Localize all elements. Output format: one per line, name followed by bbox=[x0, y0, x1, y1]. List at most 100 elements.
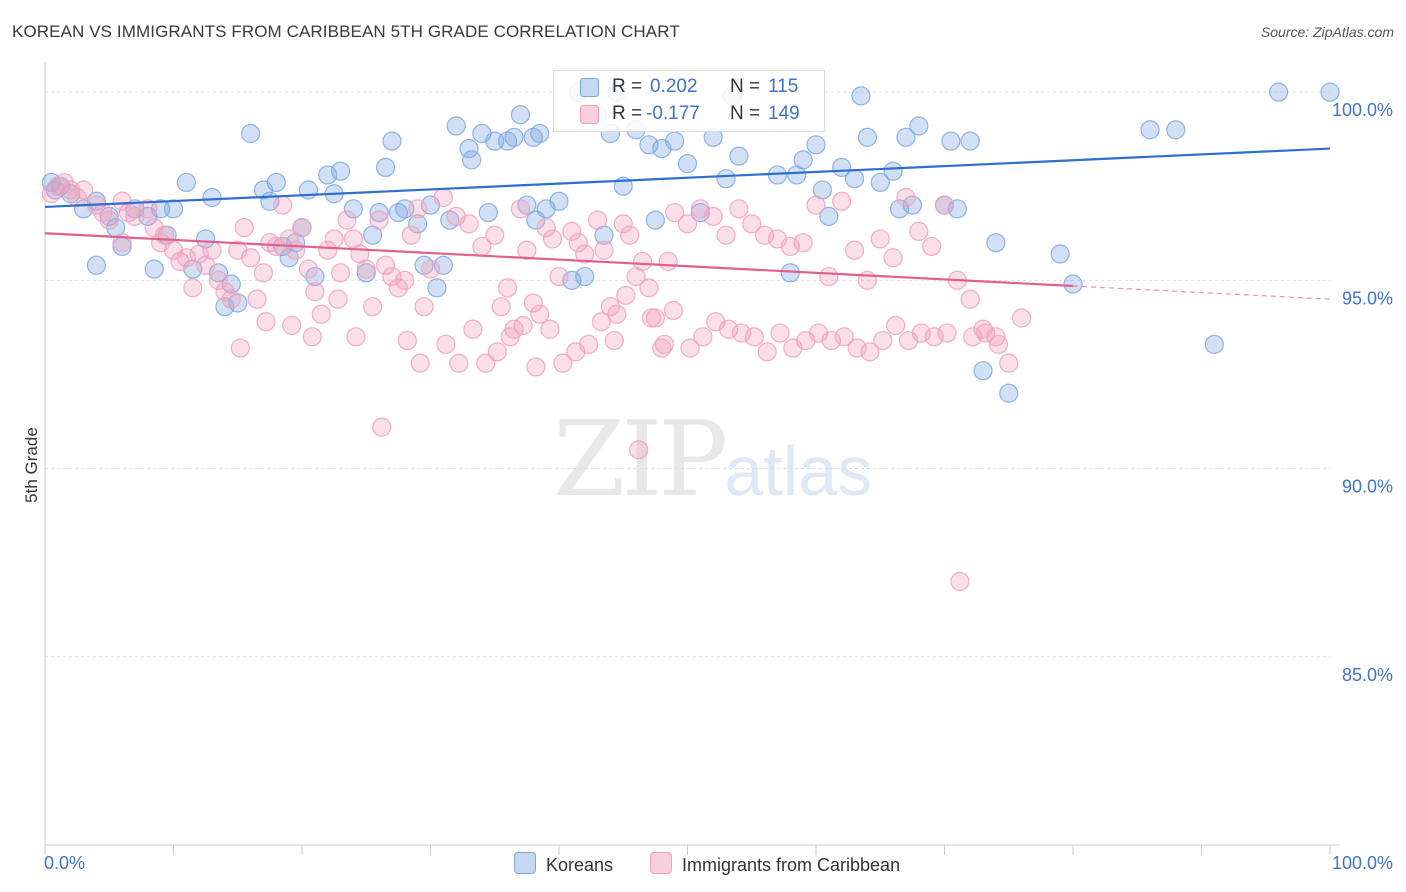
data-point bbox=[241, 123, 261, 144]
data-point bbox=[860, 342, 880, 362]
data-point bbox=[973, 361, 993, 381]
stats-row-koreans: R = 0.202 N = 115 bbox=[554, 74, 824, 100]
koreans-legend-label: Koreans bbox=[546, 855, 614, 875]
data-point bbox=[616, 285, 636, 305]
data-point bbox=[716, 169, 736, 189]
r-label: R = bbox=[612, 76, 643, 97]
data-point bbox=[883, 248, 903, 268]
data-point bbox=[729, 199, 749, 219]
data-point bbox=[266, 172, 286, 193]
data-point bbox=[629, 440, 649, 460]
data-point bbox=[924, 327, 944, 347]
data-point bbox=[729, 146, 749, 166]
data-point bbox=[639, 278, 659, 298]
data-point bbox=[388, 278, 408, 298]
data-point bbox=[318, 240, 338, 260]
stats-row-caribbean: R = -0.177 N = 149 bbox=[554, 101, 824, 127]
data-point bbox=[459, 214, 479, 234]
data-point bbox=[873, 330, 893, 351]
data-point bbox=[234, 218, 254, 238]
data-point bbox=[607, 304, 627, 324]
data-point bbox=[1204, 334, 1224, 354]
data-point bbox=[613, 214, 633, 234]
data-point bbox=[632, 251, 653, 272]
data-point bbox=[1320, 82, 1340, 102]
trend-line-extension bbox=[1072, 285, 1331, 300]
data-point bbox=[154, 225, 175, 245]
data-point bbox=[221, 289, 241, 309]
data-point bbox=[641, 308, 662, 328]
data-point bbox=[86, 255, 107, 275]
data-point bbox=[665, 131, 685, 151]
data-point bbox=[819, 266, 839, 287]
data-point bbox=[298, 259, 319, 279]
data-point bbox=[911, 323, 931, 343]
data-point bbox=[221, 274, 241, 294]
data-point bbox=[305, 282, 325, 302]
data-point bbox=[459, 138, 479, 159]
data-point bbox=[305, 266, 325, 287]
caribbean-legend-swatch bbox=[650, 852, 672, 874]
data-point bbox=[999, 383, 1019, 403]
data-point bbox=[285, 240, 306, 260]
y-tick-label: 100.0% bbox=[1332, 100, 1393, 120]
koreans-swatch bbox=[580, 78, 599, 97]
data-point bbox=[462, 150, 482, 170]
data-point bbox=[1140, 120, 1160, 140]
data-point bbox=[176, 248, 196, 268]
legend-item-caribbean: Immigrants from Caribbean bbox=[650, 852, 900, 876]
data-point bbox=[189, 244, 209, 264]
data-point bbox=[247, 289, 267, 309]
data-point bbox=[578, 334, 599, 354]
koreans-r-value: 0.202 bbox=[650, 76, 698, 97]
n-label: N = bbox=[730, 103, 761, 124]
data-point bbox=[41, 184, 62, 204]
data-point bbox=[369, 202, 389, 223]
data-point bbox=[960, 131, 980, 151]
data-point bbox=[498, 278, 518, 298]
data-point bbox=[986, 233, 1006, 253]
data-point bbox=[600, 297, 621, 317]
data-point bbox=[754, 225, 775, 245]
data-point bbox=[591, 312, 612, 332]
data-point bbox=[375, 255, 396, 275]
data-point bbox=[343, 199, 363, 219]
data-point bbox=[947, 199, 967, 219]
data-point bbox=[819, 206, 839, 226]
watermark: ZIPatlas bbox=[553, 398, 872, 520]
data-point bbox=[363, 297, 383, 317]
data-point bbox=[587, 210, 608, 230]
data-point bbox=[230, 338, 250, 358]
series-caribbean-points bbox=[41, 172, 1032, 592]
data-point bbox=[382, 266, 402, 287]
data-point bbox=[909, 221, 929, 241]
data-point bbox=[553, 353, 573, 373]
data-point bbox=[883, 161, 903, 181]
caribbean-swatch bbox=[580, 105, 599, 124]
data-point bbox=[986, 327, 1006, 347]
data-point bbox=[513, 315, 533, 336]
data-point bbox=[517, 240, 537, 260]
data-point bbox=[821, 330, 842, 351]
data-point bbox=[988, 334, 1009, 354]
data-point bbox=[575, 244, 595, 264]
caribbean-n-value: 149 bbox=[768, 103, 800, 124]
data-point bbox=[844, 240, 865, 260]
data-point bbox=[436, 334, 456, 354]
data-point bbox=[273, 195, 293, 215]
data-point bbox=[950, 571, 970, 592]
data-point bbox=[870, 172, 890, 193]
data-point bbox=[693, 327, 713, 347]
data-point bbox=[433, 187, 453, 208]
data-point bbox=[279, 229, 299, 249]
data-point bbox=[575, 266, 595, 287]
data-point bbox=[510, 105, 531, 125]
data-point bbox=[549, 266, 569, 287]
data-point bbox=[568, 233, 588, 253]
data-point bbox=[388, 202, 408, 223]
data-point bbox=[834, 327, 854, 347]
y-tick-label: 95.0% bbox=[1342, 288, 1393, 308]
trend-lines bbox=[44, 147, 1331, 300]
data-point bbox=[208, 270, 229, 290]
